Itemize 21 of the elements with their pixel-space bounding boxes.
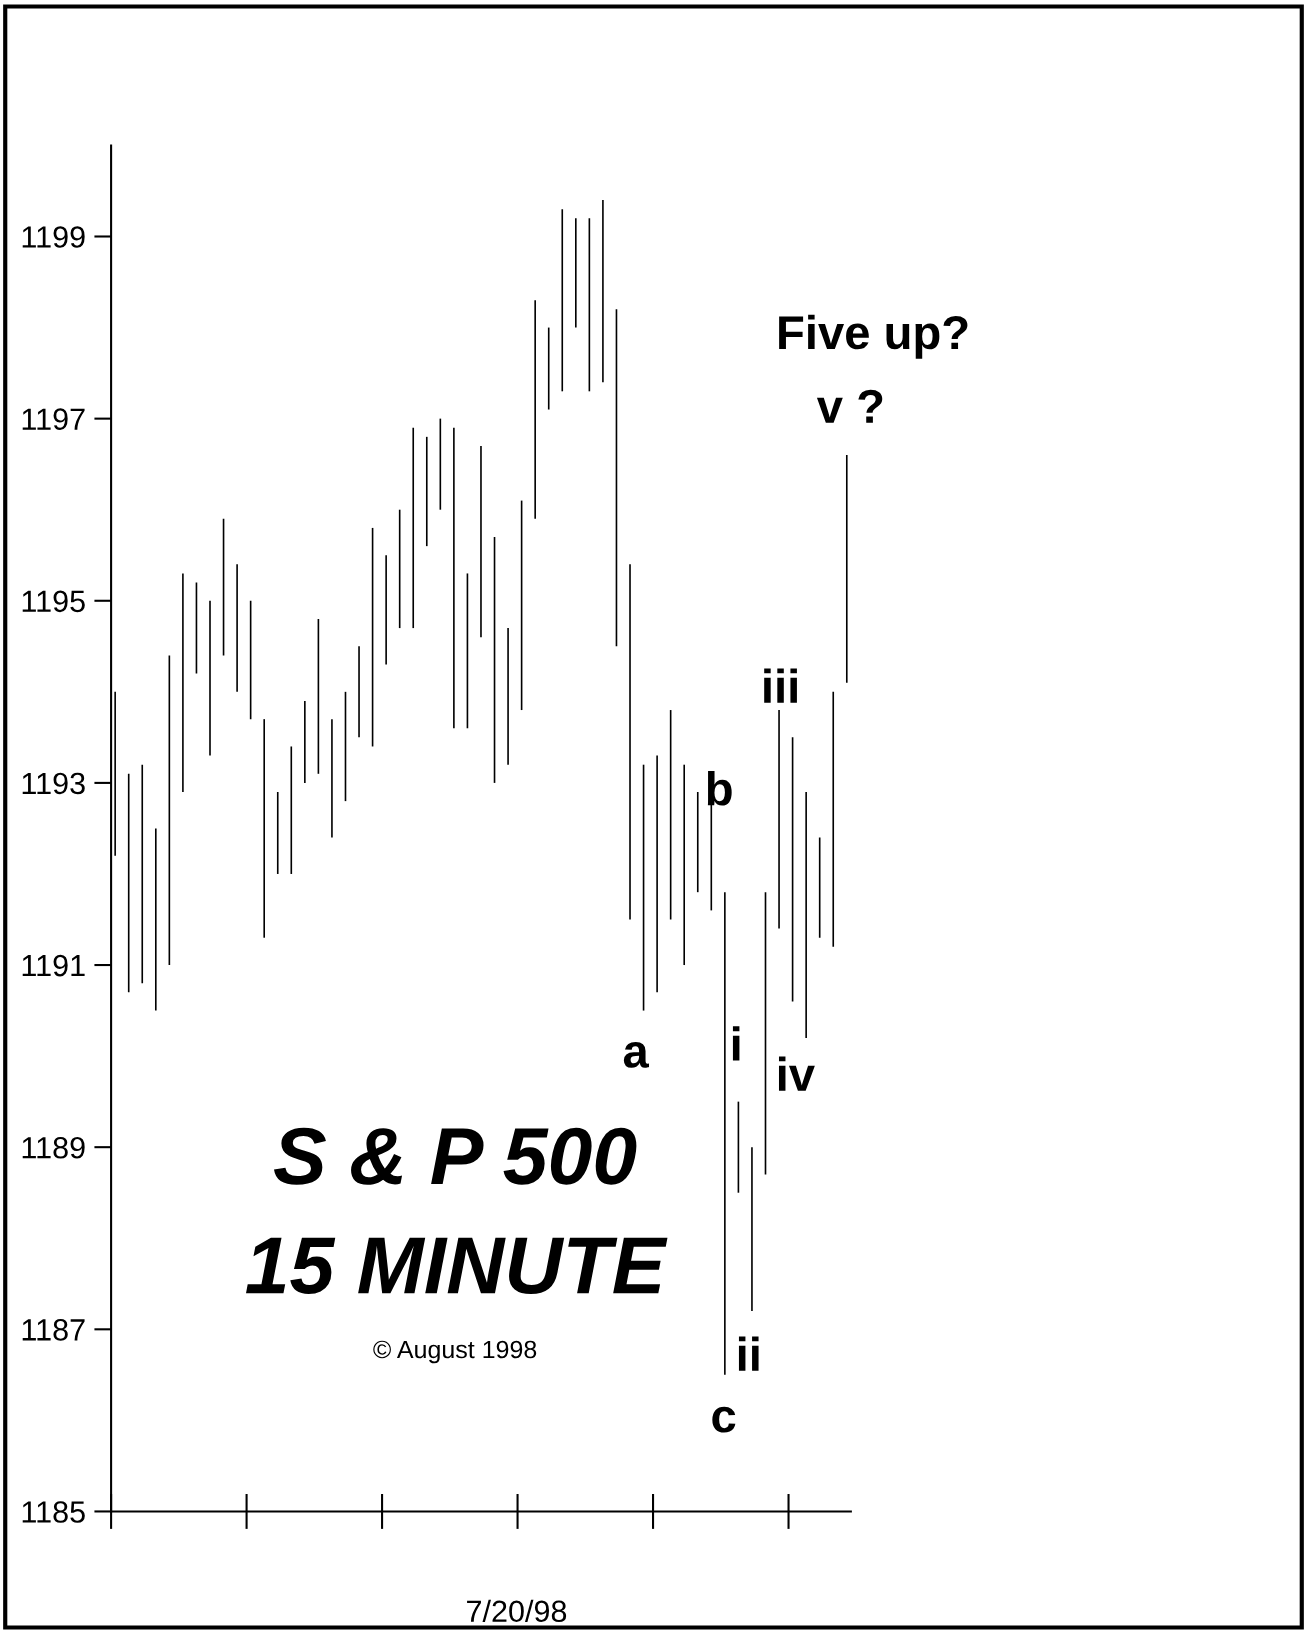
y-tick-label: 1189 — [22, 1136, 85, 1159]
annotation: v ? — [816, 389, 883, 423]
y-tick-label: 1185 — [22, 1501, 85, 1523]
annotation: Five up? — [779, 314, 968, 359]
y-tick-label: 1199 — [22, 226, 85, 248]
annotation: © August 1998 — [373, 1340, 537, 1364]
annotation: i — [732, 1026, 740, 1061]
y-tick-label: 1197 — [22, 408, 85, 430]
y-tick-label: 1193 — [22, 772, 85, 795]
text: 7/20/98 — [467, 1599, 567, 1623]
text: 15 MINUTE — [246, 1237, 668, 1295]
annotation: c — [712, 1406, 736, 1433]
annotation: ii — [738, 1336, 759, 1371]
annotation: a — [623, 1042, 650, 1068]
text: S & P 500 — [273, 1127, 637, 1185]
annotation: iii — [764, 668, 797, 703]
y-tick-label: 1195 — [22, 590, 85, 613]
annotation: b — [707, 770, 732, 806]
y-tick-label: 1191 — [22, 954, 85, 977]
annotation: iv — [778, 1056, 815, 1091]
y-tick-label: 1187 — [22, 1319, 85, 1341]
